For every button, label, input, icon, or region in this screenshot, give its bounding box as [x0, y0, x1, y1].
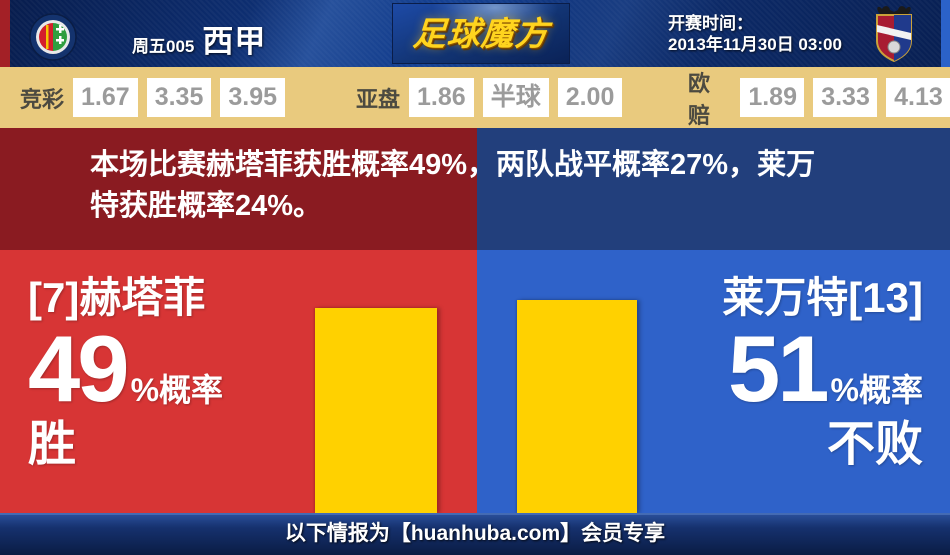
yapan-label: 亚盘: [356, 86, 401, 112]
away-team-name: 莱万特[13]: [722, 274, 923, 321]
left-red-edge: [0, 0, 10, 67]
site-logo-text: 足球魔方: [411, 15, 551, 52]
away-outcome-label: 不败: [826, 418, 923, 471]
probability-summary: 本场比赛赫塔菲获胜概率49%，两队战平概率27%，莱万 特获胜概率24%。: [90, 145, 890, 227]
oupei-away-odds[interactable]: 4.13: [886, 78, 950, 117]
home-team-name: [7]赫塔菲: [28, 274, 206, 321]
jingcai-label: 竞彩: [20, 86, 65, 112]
away-probability-bar: [517, 300, 637, 513]
kickoff-time-block: 开赛时间： 2013年11月30日 03:00: [668, 13, 842, 55]
jingcai-away-odds[interactable]: 3.95: [220, 78, 286, 117]
oupei-draw-odds[interactable]: 3.33: [813, 78, 878, 117]
match-number: 周五005: [132, 37, 195, 56]
away-percent-row: 51 %概率: [722, 322, 923, 416]
getafe-crest-icon[interactable]: [26, 6, 80, 67]
oupei-label: 欧赔: [688, 70, 711, 128]
site-logo-panel[interactable]: 足球魔方: [392, 3, 570, 64]
footer-bar: 以下情报为【huanhuba.com】会员专享: [0, 513, 950, 555]
home-percent-suffix: %概率: [130, 372, 224, 408]
summary-stripe: 本场比赛赫塔菲获胜概率49%，两队战平概率27%，莱万 特获胜概率24%。: [0, 128, 950, 250]
yapan-handicap[interactable]: 半球: [482, 78, 549, 117]
home-percent-value: 49: [28, 316, 130, 421]
odds-group-yapan: 亚盘 1.86 半球 2.00: [356, 67, 623, 128]
summary-stripe-red-half: [0, 128, 477, 250]
odds-group-jingcai: 竞彩 1.67 3.35 3.95: [20, 67, 286, 128]
away-percent-suffix: %概率: [830, 372, 923, 408]
summary-line-1: 本场比赛赫塔菲获胜概率49%，两队战平概率27%，莱万: [90, 149, 816, 181]
home-outcome-label: 胜: [28, 418, 77, 471]
home-probability-bar: [315, 308, 437, 513]
oupei-home-odds[interactable]: 1.89: [740, 78, 805, 117]
header: 周五005 西甲 足球魔方 开赛时间： 2013年11月30日 03:00: [0, 0, 950, 67]
away-percent-value: 51: [727, 316, 830, 421]
yapan-away-water[interactable]: 2.00: [557, 78, 623, 117]
home-team-block: [7]赫塔菲 49 %概率 胜: [28, 274, 223, 472]
kickoff-time: 2013年11月30日 03:00: [668, 35, 842, 54]
jingcai-home-odds[interactable]: 1.67: [73, 78, 138, 117]
comparison-area: [7]赫塔菲 49 %概率 胜 莱万特[13] 51 %概率 不败: [0, 250, 950, 513]
levante-crest-icon[interactable]: [865, 3, 923, 70]
away-team-block: 莱万特[13] 51 %概率 不败: [722, 274, 923, 472]
match-label: 周五005 西甲: [132, 16, 266, 61]
odds-group-oupei: 欧赔 1.89 3.33 4.13: [688, 67, 950, 128]
home-percent-row: 49 %概率: [28, 322, 223, 416]
summary-line-2: 特获胜概率24%。: [90, 190, 323, 222]
footer-notice: 以下情报为【huanhuba.com】会员专享: [284, 522, 666, 545]
jingcai-draw-odds[interactable]: 3.35: [146, 78, 212, 117]
summary-stripe-blue-half: [477, 128, 950, 250]
right-blue-edge: [941, 0, 950, 67]
league-name: 西甲: [202, 24, 267, 59]
kickoff-label: 开赛时间：: [668, 14, 753, 33]
odds-row: 竞彩 1.67 3.35 3.95 亚盘 1.86 半球 2.00 欧赔 1.8…: [0, 67, 950, 128]
yapan-home-water[interactable]: 1.86: [409, 78, 474, 117]
